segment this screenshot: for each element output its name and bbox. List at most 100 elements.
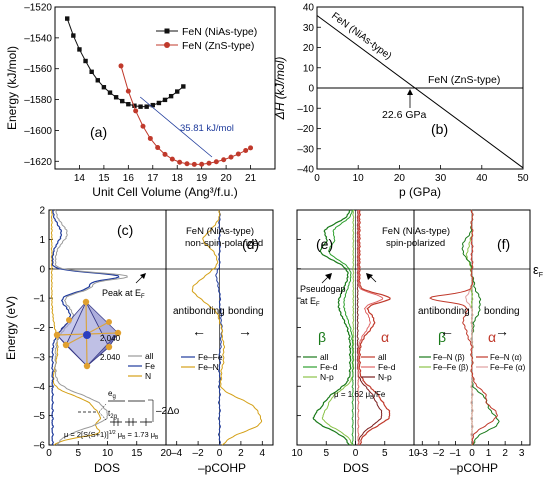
panel-e-legend-alpha: all Fe-d N-p: [361, 352, 396, 382]
c-xtick-label: 10: [102, 448, 114, 459]
c-ytick-label: –3: [34, 352, 46, 363]
panel-a-xlabel: Unit Cell Volume (Ang³/f.u.): [92, 185, 237, 199]
e-xtick-label: 5: [323, 448, 329, 459]
e-legend-alpha-np: N-p: [378, 372, 392, 382]
a-ytick-label: –1520: [24, 3, 52, 14]
b-ytick-label: –30: [297, 144, 314, 155]
f-xtick-label: 1: [486, 448, 492, 459]
a-nias-point: [132, 103, 137, 108]
a-zns-point: [221, 157, 227, 163]
a-nias-point: [162, 97, 168, 103]
a-xtick-label: 14: [74, 173, 86, 184]
c-ytick-label: –5: [34, 411, 46, 422]
e-dos-beta-fed: [328, 209, 354, 446]
d-legend-fefe: Fe–Fe: [198, 352, 223, 362]
a-xtick-label: 17: [147, 173, 159, 184]
a-nias-point: [101, 85, 107, 90]
eg-label: eg: [108, 389, 116, 400]
a-zns-point: [133, 108, 139, 114]
a-nias-point: [71, 33, 76, 38]
e-dos-beta-np: [321, 209, 355, 446]
d-pcohp-fen: [191, 209, 263, 446]
a-zns-point: [147, 135, 153, 141]
panel-cd-title-1: FeN (NiAs-type): [186, 226, 254, 237]
a-nias-point: [150, 102, 155, 108]
d-antibonding-arrow: ←: [192, 323, 206, 339]
panel-c-legend: all Fe N: [128, 351, 155, 381]
b-ytick-label: –40: [297, 165, 314, 176]
crossover-pressure: 22.6 GPa: [382, 109, 427, 121]
panel-a-ylabel: Energy (kJ/mol): [5, 46, 19, 130]
c-legend-fe: Fe: [145, 361, 155, 371]
a-xtick-label: 16: [123, 173, 135, 184]
energy-ev-ylabel: Energy (eV): [4, 296, 18, 360]
pseudogap-label-1: Pseudogap: [300, 284, 346, 294]
a-nias-point: [77, 47, 82, 52]
c-ytick-label: –1: [34, 294, 46, 305]
b-ytick-label: 40: [303, 3, 315, 14]
f-bonding-arrow: →: [495, 323, 509, 339]
panel-d-legend: Fe–Fe Fe–N: [181, 352, 223, 372]
magnetic-moment-e: μ = 1.62 μB/Fe: [334, 390, 386, 401]
panel-b-xlabel: p (GPa): [399, 185, 441, 199]
d-bonding-arrow: →: [238, 323, 252, 339]
e-xtick-label: 10: [408, 448, 420, 459]
panel-b: 0 10 20 30 40 50 –40 –30 –20 –10 0 10 20 30 40 FeN (Ni…: [273, 3, 529, 200]
a-zns-point: [177, 159, 183, 165]
f-xtick-label: 0: [469, 448, 475, 459]
crystal-field-diagram: eg t2g –2Δo: [78, 389, 180, 426]
c-xtick-label: 15: [131, 448, 143, 459]
d-bonding-label: bonding: [228, 306, 264, 317]
b-ytick-label: 30: [303, 23, 315, 34]
crystal-field-splitting: –2Δo: [156, 406, 180, 417]
panel-ef-title-1: FeN (NiAs-type): [382, 226, 450, 237]
bond-length-2: 2.040: [100, 353, 121, 362]
d-xtick-label: 0: [217, 448, 223, 459]
c-dos-fe: [51, 209, 120, 446]
c-ytick-label: –2: [34, 323, 46, 334]
a-zns-point: [162, 151, 168, 157]
panel-a-legend: FeN (NiAs-type) FeN (ZnS-type): [156, 26, 257, 52]
t2g-label: t2g: [108, 409, 117, 420]
f-alpha-label: α: [488, 329, 496, 345]
crossover-arrowhead: [407, 89, 413, 95]
a-nias-point: [120, 98, 125, 104]
c-ytick-label: 0: [39, 264, 45, 275]
f-beta-label: β: [438, 329, 446, 345]
panel-b-zns-label: FeN (ZnS-type): [428, 74, 500, 86]
panel-b-ticks: 0 10 20 30 40 50 –40 –30 –20 –10 0 10 20 30 40: [297, 3, 529, 185]
e-legend-beta-fed: Fe-d: [320, 362, 338, 372]
e-xtick-label: 5: [382, 448, 388, 459]
panel-d-xlabel: –pCOHP: [198, 461, 246, 475]
f-xtick-label: –3: [417, 448, 429, 459]
transition-tangent: [139, 96, 213, 158]
panel-b-label: (b): [431, 121, 448, 137]
a-nias-point: [113, 95, 119, 100]
a-zns-point: [199, 161, 205, 167]
a-ytick-label: –1580: [24, 95, 52, 106]
alpha-spin-e: α: [381, 329, 389, 345]
b-xtick-label: 30: [435, 173, 447, 184]
e-xtick-label: 10: [291, 448, 303, 459]
a-zns-point: [191, 161, 197, 167]
panel-f-xlabel: –pCOHP: [450, 461, 498, 475]
pseudogap-label-2: at EF: [300, 296, 320, 308]
b-xtick-label: 10: [353, 173, 365, 184]
dos-curves: [50, 209, 500, 446]
a-xtick-label: 21: [245, 173, 257, 184]
c-dos-n: [50, 209, 102, 446]
a-nias-point: [144, 104, 149, 109]
f-xtick-label: 3: [519, 448, 525, 459]
a-nias-point: [156, 100, 162, 106]
panel-b-nias-label: FeN (NiAs-type): [329, 11, 393, 62]
e-legend-beta-np: N-p: [320, 372, 334, 382]
a-nias-point: [138, 104, 143, 109]
a-nias-point: [126, 102, 131, 107]
a-zns-point: [118, 63, 124, 69]
e-legend-beta-all: all: [320, 352, 329, 362]
b-xtick-label: 40: [476, 173, 488, 184]
c-ytick-label: 1: [39, 235, 45, 246]
a-nias-point: [83, 58, 88, 64]
